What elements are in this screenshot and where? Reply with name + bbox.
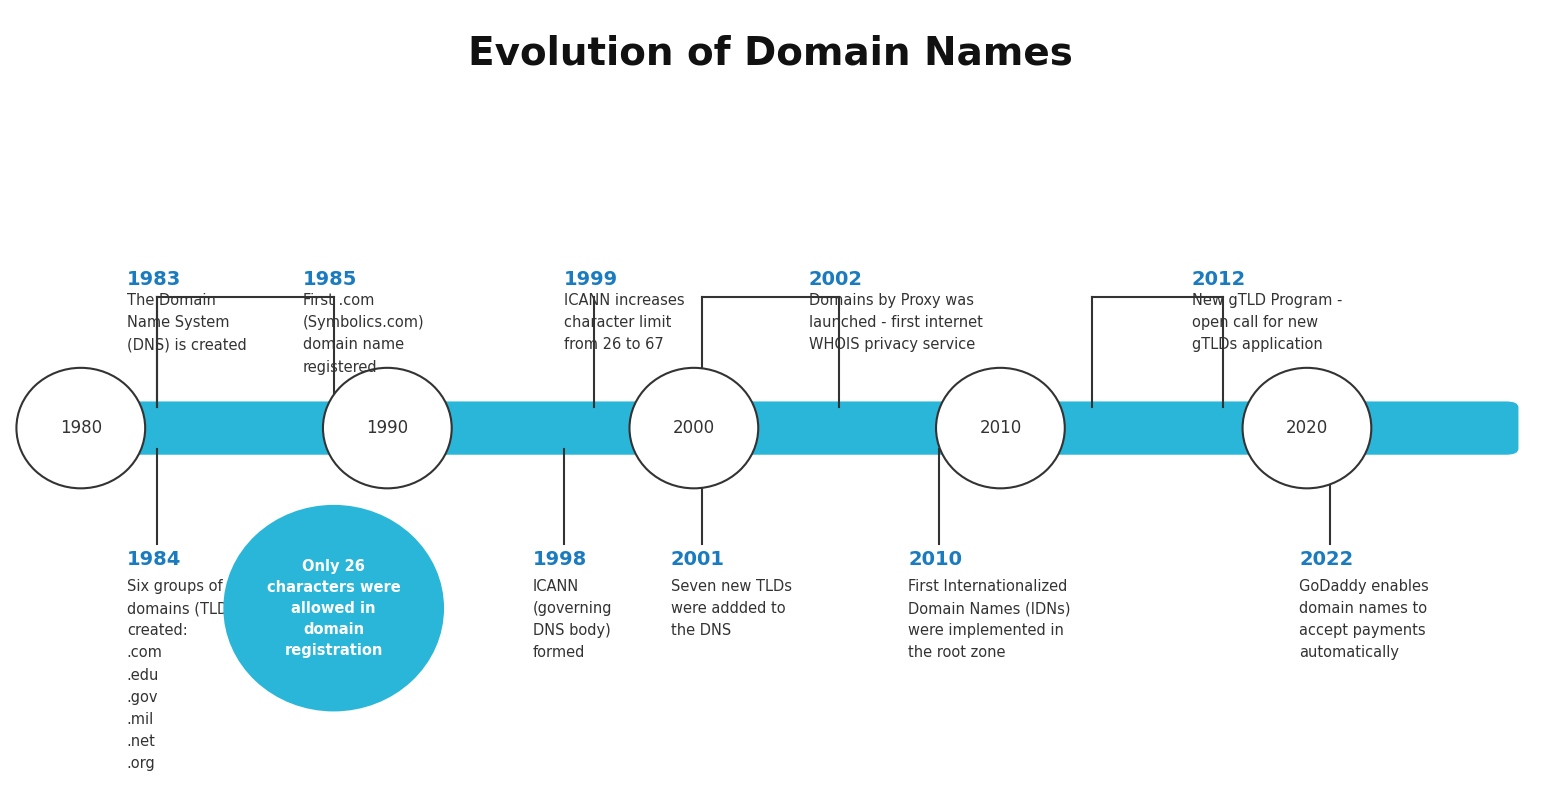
Text: 1985: 1985 — [304, 270, 358, 289]
Text: 2001: 2001 — [670, 550, 724, 569]
Text: 1999: 1999 — [564, 270, 618, 289]
Text: ICANN
(governing
DNS body)
formed: ICANN (governing DNS body) formed — [533, 579, 612, 660]
Text: 1980: 1980 — [60, 419, 102, 437]
Text: Only 26
characters were
allowed in
domain
registration: Only 26 characters were allowed in domai… — [267, 559, 401, 658]
Text: Evolution of Domain Names: Evolution of Domain Names — [468, 34, 1073, 73]
Text: First Internationalized
Domain Names (IDNs)
were implemented in
the root zone: First Internationalized Domain Names (ID… — [909, 579, 1071, 660]
Text: 2010: 2010 — [979, 419, 1022, 437]
Text: 2002: 2002 — [809, 270, 863, 289]
Text: Domains by Proxy was
launched - first internet
WHOIS privacy service: Domains by Proxy was launched - first in… — [809, 293, 983, 352]
Ellipse shape — [324, 368, 452, 488]
Text: Seven new TLDs
were addded to
the DNS: Seven new TLDs were addded to the DNS — [670, 579, 792, 638]
Text: Six groups of top-level
domains (TLDs) were
created:
.com
.edu
.gov
.mil
.net
.o: Six groups of top-level domains (TLDs) w… — [126, 579, 291, 771]
Text: 2012: 2012 — [1193, 270, 1247, 289]
Text: 1990: 1990 — [367, 419, 408, 437]
Text: 2020: 2020 — [1285, 419, 1328, 437]
Ellipse shape — [935, 368, 1065, 488]
Text: ICANN increases
character limit
from 26 to 67: ICANN increases character limit from 26 … — [564, 293, 684, 352]
Text: 1983: 1983 — [126, 270, 180, 289]
Ellipse shape — [629, 368, 758, 488]
Ellipse shape — [223, 505, 444, 712]
Text: 2010: 2010 — [909, 550, 963, 569]
Ellipse shape — [17, 368, 145, 488]
FancyBboxPatch shape — [54, 401, 1518, 455]
Text: 2000: 2000 — [673, 419, 715, 437]
Text: 1984: 1984 — [126, 550, 182, 569]
Text: GoDaddy enables
domain names to
accept payments
automatically: GoDaddy enables domain names to accept p… — [1299, 579, 1429, 660]
Text: The Domain
Name System
(DNS) is created: The Domain Name System (DNS) is created — [126, 293, 247, 352]
Text: First .com
(Symbolics.com)
domain name
registered: First .com (Symbolics.com) domain name r… — [304, 293, 425, 375]
Ellipse shape — [1242, 368, 1371, 488]
Text: 1998: 1998 — [533, 550, 587, 569]
Text: 2022: 2022 — [1299, 550, 1353, 569]
Text: New gTLD Program -
open call for new
gTLDs application: New gTLD Program - open call for new gTL… — [1193, 293, 1342, 352]
